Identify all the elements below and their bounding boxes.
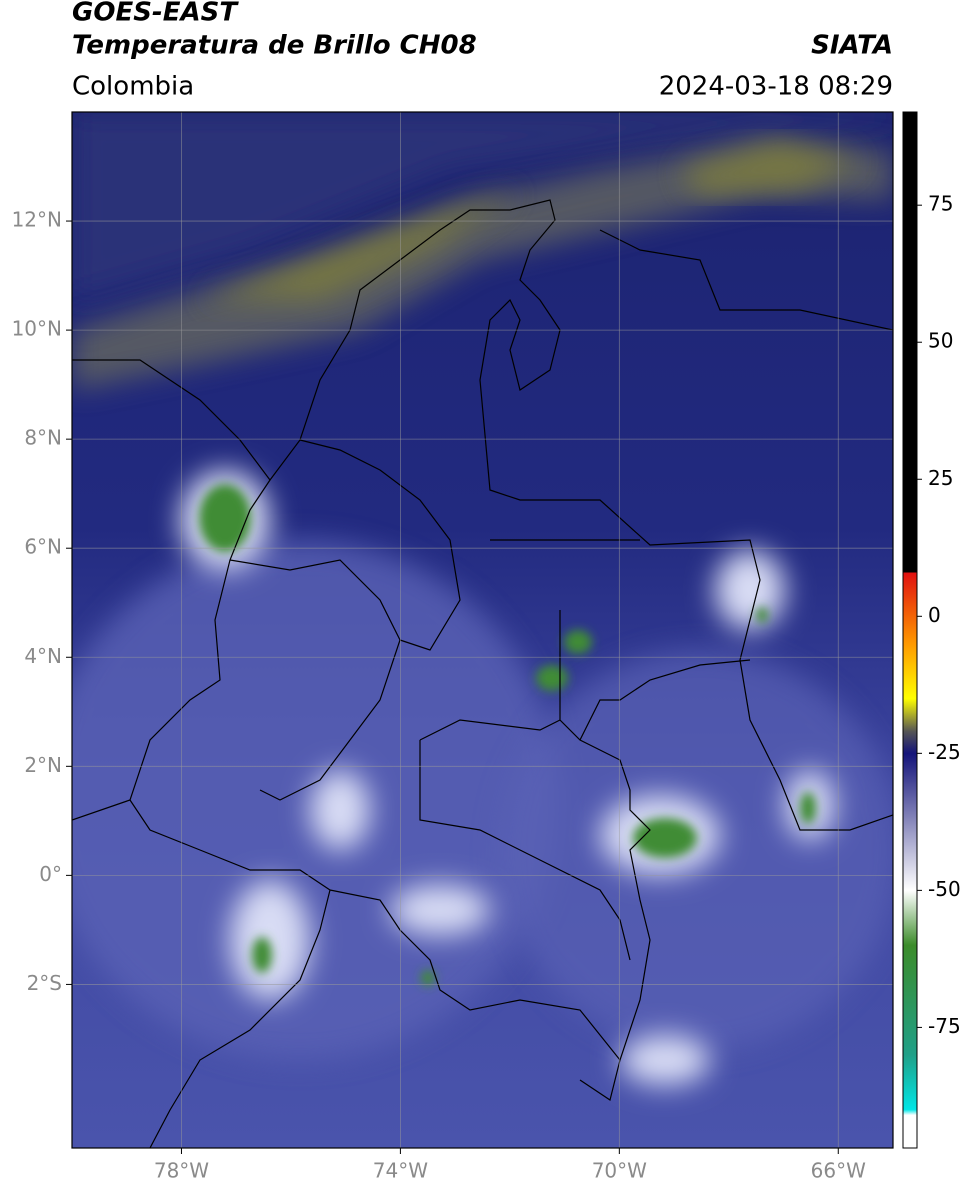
colorbar	[902, 111, 918, 1149]
title: GOES-EAST	[72, 0, 239, 28]
source: SIATA	[811, 31, 893, 61]
region: Colombia	[72, 72, 194, 102]
colorbar-tick-label: -50	[928, 877, 961, 901]
x-tick-label: 74°W	[373, 1159, 428, 1183]
y-tick-label: 8°N	[24, 426, 62, 450]
colorbar-tick-label: 50	[928, 329, 953, 353]
borders	[72, 199, 893, 1148]
colorbar-tick-label: -25	[928, 740, 961, 764]
y-tick-label: 10°N	[12, 317, 62, 341]
colorbar-tick-label: 75	[928, 192, 953, 216]
subtitle: Temperatura de Brillo CH08	[72, 31, 477, 61]
x-tick-label: 66°W	[811, 1159, 866, 1183]
colorbar-tick-label: 25	[928, 466, 953, 490]
colorbar-tick-label: -75	[928, 1014, 961, 1038]
datetime: 2024-03-18 08:29	[659, 72, 893, 102]
y-tick-label: 4°N	[24, 644, 62, 668]
map-frame	[71, 111, 894, 1149]
satellite-image	[72, 112, 893, 1148]
y-tick-label: 6°N	[24, 535, 62, 559]
y-tick-label: 12°N	[12, 208, 62, 232]
y-tick-label: 0°	[39, 862, 62, 886]
y-tick-label: 2°S	[27, 971, 62, 995]
colorbar-tick-label: 0	[928, 603, 941, 627]
x-tick-label: 70°W	[592, 1159, 647, 1183]
y-tick-label: 2°N	[24, 753, 62, 777]
x-tick-label: 78°W	[154, 1159, 209, 1183]
